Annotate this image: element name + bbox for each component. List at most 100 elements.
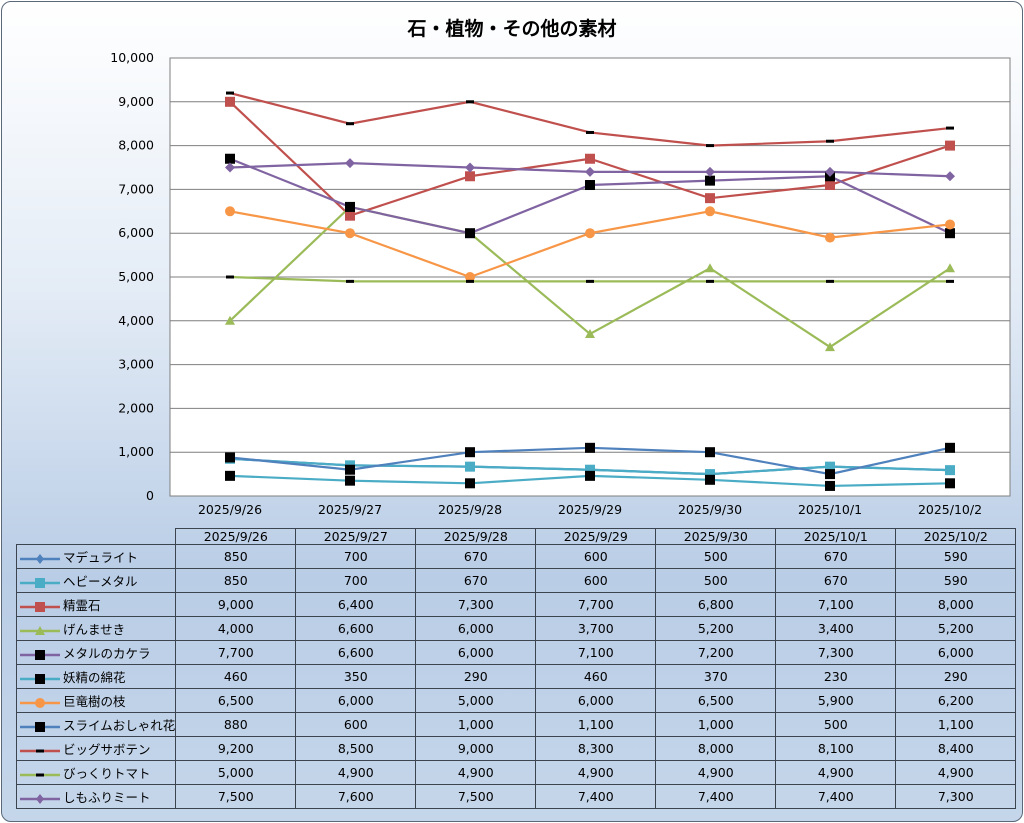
data-point-series-6 <box>945 478 955 489</box>
y-tick-label: 3,000 <box>118 357 154 372</box>
data-point-series-3 <box>465 171 475 182</box>
data-point-series-4 <box>705 263 715 273</box>
legend-label: 巨竜樹の枝 <box>63 694 126 709</box>
table-column-header: 2025/10/2 <box>895 528 1017 545</box>
data-point-series-5 <box>945 228 955 239</box>
table-cell: 6,400 <box>295 592 417 617</box>
legend-label: マデュライト <box>63 550 139 565</box>
table-row: マデュライト 850 700 670 600 500 670 590 <box>15 544 1017 569</box>
table-cell: 600 <box>535 544 657 569</box>
data-point-series-8 <box>945 442 955 453</box>
data-point-series-3 <box>825 180 835 191</box>
y-tick-label: 4,000 <box>118 313 154 328</box>
table-cell: 6,000 <box>295 688 417 713</box>
table-column-header: 2025/9/29 <box>535 528 657 545</box>
legend-key-icon <box>20 649 60 660</box>
table-row: スライムおしゃれ花 880 600 1,000 1,100 1,000 500 1,100 <box>15 712 1017 737</box>
table-cell: 7,500 <box>175 784 297 809</box>
table-cell: 7,100 <box>775 592 897 617</box>
legend-key-icon <box>20 697 60 708</box>
x-tick-label: 2025/10/2 <box>918 502 982 517</box>
data-point-series-10 <box>226 275 234 279</box>
table-cell: 5,200 <box>655 616 777 641</box>
table-cell: 1,000 <box>415 712 537 737</box>
legend-entry: げんませき <box>15 616 177 641</box>
data-point-series-3 <box>345 210 355 221</box>
legend-label: 精霊石 <box>63 598 101 613</box>
table-cell: 8,000 <box>655 736 777 761</box>
data-point-series-6 <box>465 478 475 489</box>
data-point-series-6 <box>585 470 595 481</box>
legend-entry: マデュライト <box>15 544 177 569</box>
data-point-series-2 <box>465 461 475 472</box>
data-point-series-9 <box>706 144 714 148</box>
legend-entry: メタルのカケラ <box>15 640 177 665</box>
x-tick-label: 2025/10/1 <box>798 502 862 517</box>
legend-entry: ビッグサボテン <box>15 736 177 761</box>
table-column-header: 2025/9/26 <box>175 528 297 545</box>
data-point-series-8 <box>345 464 355 475</box>
table-cell: 6,000 <box>535 688 657 713</box>
legend-key-icon <box>20 773 60 776</box>
data-point-series-5 <box>225 153 235 164</box>
data-point-series-6 <box>345 475 355 486</box>
data-point-series-10 <box>586 279 594 283</box>
data-point-series-6 <box>705 474 715 485</box>
data-point-series-11 <box>225 162 235 173</box>
data-point-series-9 <box>586 130 594 134</box>
data-point-series-8 <box>225 452 235 463</box>
data-table: 2025/9/26 2025/9/27 2025/9/28 2025/9/29 2025… <box>15 528 1017 809</box>
table-cell: 1,000 <box>655 712 777 737</box>
data-point-series-2 <box>585 464 595 475</box>
table-cell: 7,300 <box>895 784 1017 809</box>
table-cell: 4,900 <box>415 760 537 785</box>
table-cell: 8,300 <box>535 736 657 761</box>
data-point-series-7 <box>225 206 235 217</box>
table-cell: 6,000 <box>415 616 537 641</box>
table-row: しもふりミート 7,500 7,600 7,500 7,400 7,400 7,400 7,3… <box>15 784 1017 809</box>
legend-label: スライムおしゃれ花 <box>63 718 176 733</box>
table-cell: 6,500 <box>655 688 777 713</box>
x-tick-label: 2025/9/26 <box>198 502 262 517</box>
table-cell: 670 <box>775 544 897 569</box>
table-column-header: 2025/9/28 <box>415 528 537 545</box>
data-point-series-8 <box>705 447 715 458</box>
table-cell: 7,300 <box>415 592 537 617</box>
table-cell: 3,700 <box>535 616 657 641</box>
legend-key-icon <box>20 793 60 804</box>
x-tick-label: 2025/9/27 <box>318 502 382 517</box>
table-cell: 4,900 <box>295 760 417 785</box>
table-cell: 8,100 <box>775 736 897 761</box>
table-row: 妖精の綿花 460 350 290 460 370 230 290 <box>15 664 1017 689</box>
data-point-series-7 <box>345 228 355 239</box>
legend-entry: 妖精の綿花 <box>15 664 177 689</box>
table-cell: 700 <box>295 568 417 593</box>
data-point-series-11 <box>465 162 475 173</box>
x-tick-label: 2025/9/30 <box>678 502 742 517</box>
table-cell: 600 <box>295 712 417 737</box>
x-tick-label: 2025/9/29 <box>558 502 622 517</box>
y-tick-label: 8,000 <box>118 138 154 153</box>
data-point-series-4 <box>585 328 595 338</box>
table-cell: 6,800 <box>655 592 777 617</box>
table-cell: 8,000 <box>895 592 1017 617</box>
table-cell: 7,300 <box>775 640 897 665</box>
y-tick-label: 7,000 <box>118 181 154 196</box>
table-cell: 7,700 <box>175 640 297 665</box>
y-tick-label: 5,000 <box>118 269 154 284</box>
table-cell: 670 <box>415 544 537 569</box>
table-row: ビッグサボテン 9,200 8,500 9,000 8,300 8,000 8,100 8,4… <box>15 736 1017 761</box>
table-column-header: 2025/10/1 <box>775 528 897 545</box>
legend-entry: ヘビーメタル <box>15 568 177 593</box>
chart-title: 石・植物・その他の素材 <box>407 18 617 40</box>
data-point-series-6 <box>825 480 835 491</box>
table-cell: 7,100 <box>535 640 657 665</box>
legend-entry: 巨竜樹の枝 <box>15 688 177 713</box>
data-point-series-8 <box>465 447 475 458</box>
data-point-series-3 <box>585 153 595 164</box>
table-row: メタルのカケラ 7,700 6,600 6,000 7,100 7,200 7,300 6,0… <box>15 640 1017 665</box>
data-point-series-11 <box>705 166 715 177</box>
y-tick-label: 9,000 <box>118 94 154 109</box>
data-point-series-3 <box>945 140 955 151</box>
table-cell: 7,400 <box>535 784 657 809</box>
